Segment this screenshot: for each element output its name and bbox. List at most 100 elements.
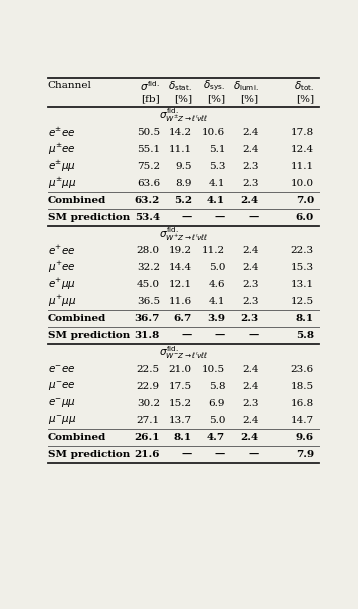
Text: [%]: [%] bbox=[207, 94, 225, 104]
Text: 9.6: 9.6 bbox=[296, 433, 314, 442]
Text: 2.3: 2.3 bbox=[242, 297, 258, 306]
Text: 4.1: 4.1 bbox=[209, 297, 225, 306]
Text: 5.0: 5.0 bbox=[209, 416, 225, 425]
Text: 2.4: 2.4 bbox=[242, 416, 258, 425]
Text: 2.4: 2.4 bbox=[242, 247, 258, 255]
Text: 27.1: 27.1 bbox=[137, 416, 160, 425]
Text: 11.6: 11.6 bbox=[169, 297, 192, 306]
Text: $\sigma^{\rm fid.}$: $\sigma^{\rm fid.}$ bbox=[140, 79, 160, 93]
Text: 2.3: 2.3 bbox=[242, 399, 258, 408]
Text: 2.3: 2.3 bbox=[242, 280, 258, 289]
Text: 2.3: 2.3 bbox=[240, 314, 258, 323]
Text: 31.8: 31.8 bbox=[135, 331, 160, 340]
Text: $\sigma^{\rm fid.}_{W^{\pm}Z\rightarrow \ell^{\prime}\nu\ell\ell}$: $\sigma^{\rm fid.}_{W^{\pm}Z\rightarrow … bbox=[159, 107, 208, 124]
Text: Combined: Combined bbox=[48, 433, 106, 442]
Text: 4.1: 4.1 bbox=[209, 178, 225, 188]
Text: 22.5: 22.5 bbox=[137, 365, 160, 374]
Text: 36.5: 36.5 bbox=[137, 297, 160, 306]
Text: Combined: Combined bbox=[48, 195, 106, 205]
Text: $e^{+}\mu\mu$: $e^{+}\mu\mu$ bbox=[48, 277, 76, 292]
Text: 23.6: 23.6 bbox=[291, 365, 314, 374]
Text: 75.2: 75.2 bbox=[137, 162, 160, 171]
Text: 19.2: 19.2 bbox=[169, 247, 192, 255]
Text: $e^{\pm}ee$: $e^{\pm}ee$ bbox=[48, 126, 75, 139]
Text: 4.1: 4.1 bbox=[207, 195, 225, 205]
Text: 10.0: 10.0 bbox=[291, 178, 314, 188]
Text: 2.4: 2.4 bbox=[242, 145, 258, 154]
Text: 21.0: 21.0 bbox=[169, 365, 192, 374]
Text: 36.7: 36.7 bbox=[135, 314, 160, 323]
Text: 12.5: 12.5 bbox=[291, 297, 314, 306]
Text: $\sigma^{\rm fid.}_{W^{-}Z\rightarrow \ell^{\prime}\nu\ell\ell}$: $\sigma^{\rm fid.}_{W^{-}Z\rightarrow \e… bbox=[159, 344, 208, 361]
Text: 9.5: 9.5 bbox=[175, 162, 192, 171]
Text: Combined: Combined bbox=[48, 314, 106, 323]
Text: —: — bbox=[248, 331, 258, 340]
Text: [%]: [%] bbox=[240, 94, 258, 104]
Text: $\mu^{-}\mu\mu$: $\mu^{-}\mu\mu$ bbox=[48, 414, 76, 427]
Text: [%]: [%] bbox=[296, 94, 314, 104]
Text: $e^{-}ee$: $e^{-}ee$ bbox=[48, 364, 75, 375]
Text: 22.9: 22.9 bbox=[137, 382, 160, 391]
Text: 2.3: 2.3 bbox=[242, 178, 258, 188]
Text: $\sigma^{\rm fid.}_{W^{+}Z\rightarrow \ell^{\prime}\nu\ell\ell}$: $\sigma^{\rm fid.}_{W^{+}Z\rightarrow \e… bbox=[159, 225, 208, 242]
Text: 26.1: 26.1 bbox=[134, 433, 160, 442]
Text: $\delta_{\rm sys.}$: $\delta_{\rm sys.}$ bbox=[203, 79, 225, 93]
Text: 6.9: 6.9 bbox=[209, 399, 225, 408]
Text: $\delta_{\rm lumi.}$: $\delta_{\rm lumi.}$ bbox=[233, 79, 258, 93]
Text: 15.2: 15.2 bbox=[169, 399, 192, 408]
Text: $\mu^{-}ee$: $\mu^{-}ee$ bbox=[48, 380, 76, 393]
Text: SM prediction: SM prediction bbox=[48, 213, 130, 222]
Text: SM prediction: SM prediction bbox=[48, 331, 130, 340]
Text: 6.0: 6.0 bbox=[296, 213, 314, 222]
Text: 11.1: 11.1 bbox=[169, 145, 192, 154]
Text: —: — bbox=[215, 213, 225, 222]
Text: 2.4: 2.4 bbox=[242, 382, 258, 391]
Text: 45.0: 45.0 bbox=[137, 280, 160, 289]
Text: SM prediction: SM prediction bbox=[48, 449, 130, 459]
Text: 50.5: 50.5 bbox=[137, 128, 160, 137]
Text: Channel: Channel bbox=[48, 82, 91, 90]
Text: 5.8: 5.8 bbox=[296, 331, 314, 340]
Text: $\delta_{\rm stat.}$: $\delta_{\rm stat.}$ bbox=[168, 79, 192, 93]
Text: 2.3: 2.3 bbox=[242, 162, 258, 171]
Text: 2.4: 2.4 bbox=[240, 433, 258, 442]
Text: 11.1: 11.1 bbox=[291, 162, 314, 171]
Text: —: — bbox=[182, 449, 192, 459]
Text: 63.2: 63.2 bbox=[135, 195, 160, 205]
Text: 5.8: 5.8 bbox=[209, 382, 225, 391]
Text: 15.3: 15.3 bbox=[291, 263, 314, 272]
Text: 28.0: 28.0 bbox=[137, 247, 160, 255]
Text: 55.1: 55.1 bbox=[137, 145, 160, 154]
Text: —: — bbox=[215, 331, 225, 340]
Text: 12.1: 12.1 bbox=[169, 280, 192, 289]
Text: $\mu^{\pm}ee$: $\mu^{\pm}ee$ bbox=[48, 142, 76, 157]
Text: $e^{-}\mu\mu$: $e^{-}\mu\mu$ bbox=[48, 397, 76, 410]
Text: 63.6: 63.6 bbox=[137, 178, 160, 188]
Text: 11.2: 11.2 bbox=[202, 247, 225, 255]
Text: 3.9: 3.9 bbox=[207, 314, 225, 323]
Text: 16.8: 16.8 bbox=[291, 399, 314, 408]
Text: 17.5: 17.5 bbox=[169, 382, 192, 391]
Text: 5.2: 5.2 bbox=[174, 195, 192, 205]
Text: 8.9: 8.9 bbox=[175, 178, 192, 188]
Text: $\mu^{+}ee$: $\mu^{+}ee$ bbox=[48, 260, 76, 275]
Text: 6.7: 6.7 bbox=[174, 314, 192, 323]
Text: 10.5: 10.5 bbox=[202, 365, 225, 374]
Text: 17.8: 17.8 bbox=[291, 128, 314, 137]
Text: $e^{+}ee$: $e^{+}ee$ bbox=[48, 244, 75, 258]
Text: 13.1: 13.1 bbox=[291, 280, 314, 289]
Text: 12.4: 12.4 bbox=[291, 145, 314, 154]
Text: [fb]: [fb] bbox=[141, 94, 160, 104]
Text: 18.5: 18.5 bbox=[291, 382, 314, 391]
Text: 8.1: 8.1 bbox=[296, 314, 314, 323]
Text: [%]: [%] bbox=[174, 94, 192, 104]
Text: 7.0: 7.0 bbox=[296, 195, 314, 205]
Text: 21.6: 21.6 bbox=[134, 449, 160, 459]
Text: —: — bbox=[182, 331, 192, 340]
Text: —: — bbox=[215, 449, 225, 459]
Text: $\mu^{\pm}\mu\mu$: $\mu^{\pm}\mu\mu$ bbox=[48, 175, 76, 191]
Text: 30.2: 30.2 bbox=[137, 399, 160, 408]
Text: —: — bbox=[248, 449, 258, 459]
Text: 10.6: 10.6 bbox=[202, 128, 225, 137]
Text: 5.1: 5.1 bbox=[209, 145, 225, 154]
